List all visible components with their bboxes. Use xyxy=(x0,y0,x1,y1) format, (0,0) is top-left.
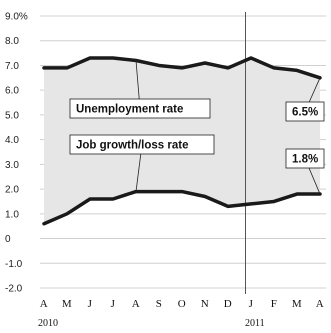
x-tick-label: N xyxy=(201,298,209,310)
y-tick-label: -1.0 xyxy=(5,259,23,270)
y-tick-label: 6.0 xyxy=(5,86,19,97)
y-tick-label: 4.0 xyxy=(5,135,19,146)
year-label: 2011 xyxy=(245,318,265,329)
series-2-callout-label: Job growth/loss rate xyxy=(76,140,188,152)
y-tick-label: 1.0 xyxy=(5,209,19,220)
x-tick-label: J xyxy=(111,298,116,310)
y-tick-label: 0 xyxy=(5,234,11,245)
x-tick-label: J xyxy=(88,298,93,310)
series-line-1 xyxy=(42,56,322,80)
year-label: 2010 xyxy=(38,318,58,329)
end-value-2-box xyxy=(285,148,325,169)
end-value-2-label: 1.8% xyxy=(292,154,318,166)
x-tick-label: O xyxy=(178,298,186,310)
x-tick-label: J xyxy=(249,298,254,310)
y-tick-label: 2.0 xyxy=(5,185,19,196)
y-tick-label: 3.0 xyxy=(5,160,19,171)
series-2-callout-box xyxy=(69,134,215,155)
end-value-1-box xyxy=(285,101,325,122)
y-tick-label: 8.0 xyxy=(5,36,19,47)
y-tick-label: -2.0 xyxy=(5,284,23,295)
y-tick-label: 5.0 xyxy=(5,110,19,121)
series-1-callout-box xyxy=(69,98,211,119)
y-tick-label: 9.0% xyxy=(5,12,28,23)
y-tick-label: 7.0 xyxy=(5,61,19,72)
x-tick-label: A xyxy=(316,298,324,310)
x-tick-label: M xyxy=(62,298,72,310)
x-tick-label: F xyxy=(271,298,278,310)
x-tick-label: S xyxy=(156,298,163,310)
series-line-2 xyxy=(42,189,322,226)
x-tick-label: A xyxy=(132,298,140,310)
x-tick-label: D xyxy=(224,298,232,310)
x-tick-label: M xyxy=(292,298,302,310)
x-tick-label: A xyxy=(40,298,48,310)
end-value-1-label: 6.5% xyxy=(292,107,318,119)
series-1-callout-label: Unemployment rate xyxy=(76,104,183,116)
